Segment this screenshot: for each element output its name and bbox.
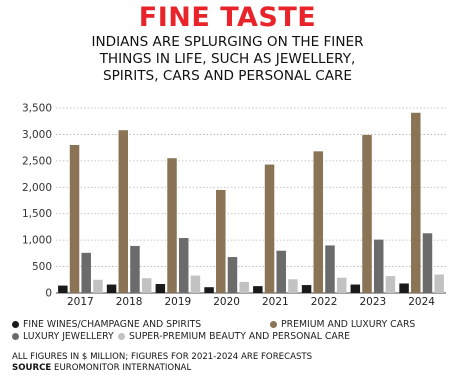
- x-tick-label: 2017: [67, 296, 94, 307]
- y-tick-label: 0: [45, 288, 52, 300]
- legend-label-spirits: FINE WINES/CHAMPAGNE AND SPIRITS: [23, 319, 202, 330]
- source-text: EUROMONITOR INTERNATIONAL: [54, 363, 192, 373]
- bar-2019-2: [178, 238, 189, 293]
- bar-2021-3: [288, 279, 298, 293]
- bar-2018-1: [118, 130, 129, 293]
- legend-item-cars: PREMIUM AND LUXURY CARS: [270, 319, 415, 330]
- bar-2017-1: [69, 145, 80, 293]
- bar-2020-2: [227, 257, 238, 293]
- subtitle-line-1: INDIANS ARE SPLURGING ON THE FINER: [91, 34, 364, 50]
- subtitle-line-2: THINGS IN LIFE, SUCH AS JEWELLERY,: [99, 51, 356, 67]
- legend-item-beauty: SUPER-PREMIUM BEAUTY AND PERSONAL CARE: [118, 331, 350, 342]
- y-tick-label: 500: [32, 261, 52, 273]
- y-tick-label: 3,500: [22, 103, 52, 115]
- bar-2023-1: [362, 134, 372, 293]
- bar-2022-2: [325, 245, 335, 293]
- bar-2019-3: [190, 275, 201, 293]
- bar-2017-0: [58, 285, 68, 293]
- legend-swatch-jewellery: [12, 333, 19, 340]
- chart-title: FINE TASTE: [138, 2, 317, 33]
- x-tick-label: 2020: [213, 296, 240, 307]
- bar-2018-0: [106, 284, 117, 293]
- legend-label-cars: PREMIUM AND LUXURY CARS: [281, 319, 416, 330]
- bar-2023-2: [373, 239, 384, 293]
- bar-2020-3: [239, 281, 249, 293]
- bar-2022-0: [301, 285, 312, 293]
- bar-2023-0: [350, 284, 361, 293]
- y-tick-label: 2,000: [22, 182, 52, 194]
- bar-2018-3: [141, 278, 152, 293]
- bar-2021-1: [264, 164, 275, 293]
- legend-item-jewellery: LUXURY JEWELLERY: [12, 331, 114, 342]
- bar-2024-0: [399, 283, 409, 293]
- bar-2017-3: [93, 279, 103, 293]
- y-tick-label: 1,000: [22, 235, 52, 247]
- y-tick-label: 1,500: [22, 208, 52, 220]
- legend-swatch-cars: [270, 321, 277, 328]
- bar-chart: 0 500 1,000 1,500 2,000 2,500 3,000 3,500 2017 20…: [22, 103, 446, 307]
- chart-subtitle: INDIANS ARE SPLURGING ON THE FINER THING…: [0, 34, 455, 85]
- y-tick-label: 3,000: [22, 129, 52, 141]
- bar-2021-2: [276, 250, 286, 293]
- chart-source: SOURCE EUROMONITOR INTERNATIONAL: [12, 363, 191, 373]
- x-tick-label: 2018: [116, 296, 143, 307]
- bar-2024-3: [434, 274, 444, 293]
- bar-2018-2: [130, 245, 140, 293]
- bar-2022-1: [313, 151, 324, 293]
- x-tick-label: 2022: [311, 296, 338, 307]
- legend-label-jewellery: LUXURY JEWELLERY: [23, 331, 114, 342]
- x-tick-label: 2023: [360, 296, 387, 307]
- y-tick-label: 2,500: [22, 155, 52, 167]
- legend-swatch-spirits: [12, 321, 19, 328]
- bar-2019-0: [155, 284, 166, 293]
- bar-2024-1: [411, 112, 421, 293]
- chart-footnote: ALL FIGURES IN $ MILLION; FIGURES FOR 20…: [12, 352, 313, 362]
- bar-2021-0: [253, 286, 263, 293]
- subtitle-line-3: SPIRITS, CARS AND PERSONAL CARE: [102, 68, 353, 84]
- x-tick-label: 2021: [262, 296, 289, 307]
- legend-label-beauty: SUPER-PREMIUM BEAUTY AND PERSONAL CARE: [129, 331, 351, 342]
- bar-2017-2: [81, 252, 91, 293]
- legend-swatch-beauty: [118, 333, 125, 340]
- x-tick-label: 2024: [408, 296, 435, 307]
- bar-2024-2: [422, 233, 433, 293]
- bar-2023-3: [385, 276, 396, 293]
- bar-2019-1: [167, 158, 177, 293]
- bar-2020-1: [216, 189, 226, 293]
- x-tick-label: 2019: [165, 296, 192, 307]
- bar-2022-3: [336, 277, 347, 293]
- bar-2020-0: [204, 287, 214, 293]
- legend-item-spirits: FINE WINES/CHAMPAGNE AND SPIRITS: [12, 319, 201, 330]
- source-label: SOURCE: [12, 363, 52, 373]
